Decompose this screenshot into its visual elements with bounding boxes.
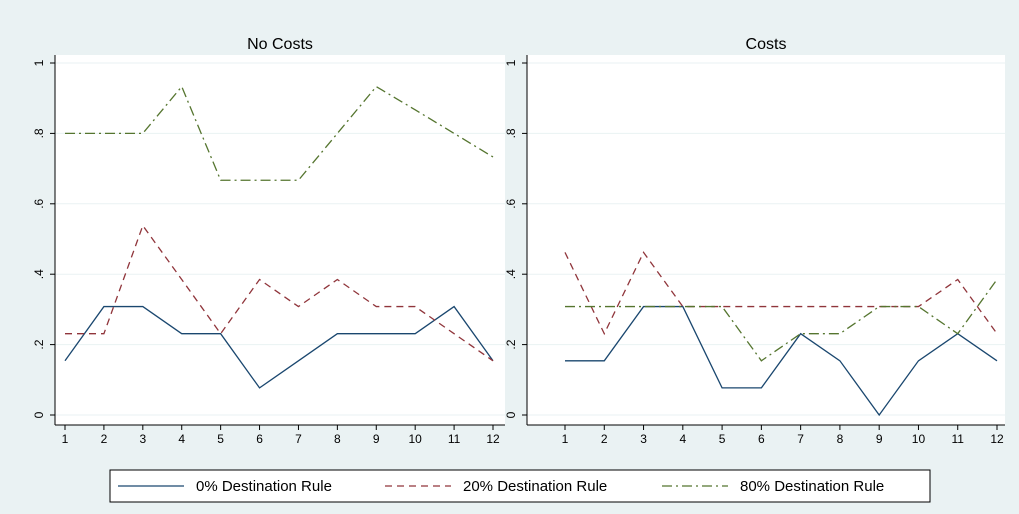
y-tick-label: .4 (504, 269, 518, 279)
x-tick-label: 8 (837, 432, 844, 446)
x-tick-label: 5 (719, 432, 726, 446)
x-tick-label: 12 (486, 432, 500, 446)
series-line (565, 305, 998, 417)
y-tick-label: .2 (32, 339, 46, 349)
legend-label: 80% Destination Rule (740, 478, 884, 495)
x-tick-label: 11 (448, 432, 461, 446)
y-tick-label: 1 (32, 59, 46, 66)
x-tick-label: 9 (373, 432, 380, 446)
y-tick-label: .6 (32, 198, 46, 208)
x-tick-label: 2 (101, 432, 108, 446)
y-tick-label: .6 (504, 198, 518, 208)
x-tick-label: 2 (601, 432, 608, 446)
y-tick-label: .4 (32, 269, 46, 279)
x-tick-label: 7 (797, 432, 804, 446)
panel-title: Costs (746, 36, 787, 53)
y-tick-label: 0 (32, 411, 46, 418)
x-tick-label: 4 (679, 432, 686, 446)
x-tick-label: 3 (640, 432, 647, 446)
legend-label: 20% Destination Rule (463, 478, 607, 495)
legend-label: 0% Destination Rule (196, 478, 332, 495)
plot-area (527, 55, 1005, 425)
x-tick-label: 10 (912, 432, 926, 446)
panel-title: No Costs (247, 36, 313, 53)
y-tick-label: .8 (32, 128, 46, 138)
x-tick-label: 1 (62, 432, 69, 446)
x-tick-label: 10 (409, 432, 423, 446)
plot-area (55, 55, 505, 425)
series-line (65, 224, 494, 362)
x-tick-label: 9 (876, 432, 883, 446)
x-tick-label: 6 (758, 432, 765, 446)
x-tick-label: 1 (562, 432, 569, 446)
legend-box (109, 469, 931, 503)
series-line (565, 279, 998, 362)
x-tick-label: 12 (990, 432, 1004, 446)
x-tick-label: 5 (217, 432, 224, 446)
x-tick-label: 3 (139, 432, 146, 446)
x-tick-label: 11 (951, 432, 964, 446)
y-tick-label: 0 (504, 411, 518, 418)
series-line (64, 305, 494, 389)
x-tick-label: 8 (334, 432, 341, 446)
x-tick-label: 6 (256, 432, 263, 446)
x-tick-label: 7 (295, 432, 302, 446)
x-tick-label: 4 (178, 432, 185, 446)
y-tick-label: .8 (504, 128, 518, 138)
y-tick-label: .2 (504, 339, 518, 349)
y-tick-label: 1 (504, 59, 518, 66)
